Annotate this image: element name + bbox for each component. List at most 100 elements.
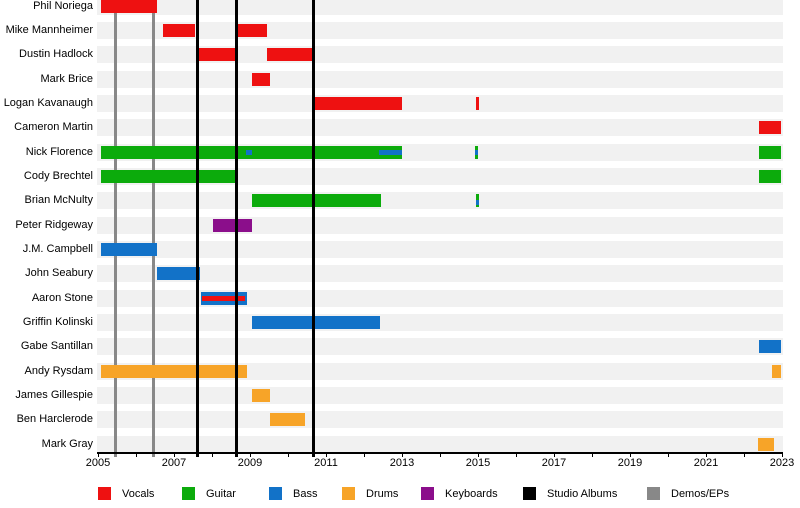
- x-axis-year-label: 2013: [389, 457, 415, 469]
- member-role-bar-vocals: [162, 23, 195, 37]
- member-name-label: John Seabury: [25, 267, 93, 280]
- legend-item-drums: Drums: [342, 487, 398, 500]
- member-name-label: Nick Florence: [25, 145, 93, 158]
- row-stripe: [97, 119, 783, 137]
- member-name-label: Mark Brice: [40, 72, 93, 85]
- member-name-label: Mike Mannheimer: [5, 23, 93, 36]
- x-axis-tick: [136, 452, 137, 457]
- member-role-bar-vocals: [100, 0, 157, 13]
- member-role-bar-bass: [100, 243, 157, 256]
- legend-label-keyboards: Keyboards: [445, 487, 498, 500]
- x-axis-tick: [706, 452, 707, 457]
- studio-album-line: [311, 0, 315, 457]
- legend-item-keyboards: Keyboards: [421, 487, 498, 500]
- demo-ep-line: [151, 0, 155, 457]
- member-role-bar-vocals: [759, 121, 781, 135]
- legend-swatch-vocals: [98, 487, 111, 500]
- member-role-bar-drums: [757, 437, 775, 451]
- x-axis-tick: [592, 452, 593, 457]
- member-role-bar-guitar: [100, 169, 239, 183]
- row-stripe: [97, 314, 783, 332]
- x-axis-tick: [744, 452, 745, 457]
- member-role-bar-drums: [100, 364, 248, 378]
- member-role-bar-bass: [200, 291, 247, 305]
- x-axis-tick: [478, 452, 479, 457]
- studio-album-line: [235, 0, 239, 457]
- row-stripe: [97, 362, 783, 380]
- member-role-bar-guitar: [475, 145, 478, 159]
- legend-swatch-bass: [269, 487, 282, 500]
- legend-swatch-drums: [342, 487, 355, 500]
- member-role-bar-vocals: [266, 48, 312, 62]
- row-stripe: [97, 241, 783, 258]
- row-stripe: [97, 70, 783, 88]
- row-stripe: [97, 21, 783, 39]
- member-name-label: James Gillespie: [15, 389, 93, 402]
- row-stripe: [97, 192, 783, 210]
- x-axis-tick: [212, 452, 213, 457]
- row-stripe: [97, 94, 783, 112]
- member-role-bar-guitar: [476, 194, 479, 208]
- x-axis-year-label: 2019: [617, 457, 643, 469]
- x-axis-tick: [250, 452, 251, 457]
- member-name-label: Griffin Kolinski: [22, 316, 93, 329]
- legend-item-guitar: Guitar: [182, 487, 236, 500]
- x-axis-tick: [668, 452, 669, 457]
- member-role-bar-vocals: [476, 96, 479, 110]
- member-name-label: Logan Kavanaugh: [3, 96, 93, 109]
- member-role-bar-guitar: [759, 145, 781, 159]
- row-stripe: [97, 338, 783, 356]
- member-role-overlay-vocals: [202, 295, 246, 301]
- member-role-overlay-bass: [476, 199, 479, 205]
- member-name-label: Gabe Santillan: [20, 340, 93, 353]
- row-stripe: [97, 216, 783, 234]
- member-name-label: Ben Harclerode: [16, 413, 93, 426]
- legend-swatch-album: [523, 487, 536, 500]
- x-axis-year-label: 2017: [541, 457, 567, 469]
- member-name-label: Brian McNulty: [24, 194, 93, 207]
- x-axis-tick: [516, 452, 517, 457]
- x-axis-tick: [630, 452, 631, 457]
- x-axis-tick: [440, 452, 441, 457]
- member-role-overlay-bass: [246, 149, 252, 155]
- x-axis-year-label: 2015: [465, 457, 491, 469]
- legend-item-bass: Bass: [269, 487, 317, 500]
- member-role-bar-guitar: [759, 169, 781, 183]
- legend-item-demo: Demos/EPs: [647, 487, 729, 500]
- x-axis-year-label: 2021: [693, 457, 719, 469]
- x-axis-year-label: 2011: [314, 457, 338, 469]
- member-role-bar-drums: [269, 413, 306, 427]
- member-name-label: Cameron Martin: [14, 121, 93, 134]
- x-axis-year-label: 2009: [237, 457, 263, 469]
- member-role-bar-vocals: [197, 48, 238, 62]
- x-axis-year-label: 2023: [769, 457, 795, 469]
- legend-label-bass: Bass: [293, 487, 318, 500]
- row-stripe: [97, 387, 783, 405]
- member-name-label: Aaron Stone: [31, 291, 93, 304]
- legend-label-vocals: Vocals: [122, 487, 155, 500]
- row-stripe: [97, 0, 783, 15]
- x-axis-year-label: 2007: [161, 457, 187, 469]
- row-stripe: [97, 411, 783, 429]
- legend-label-guitar: Guitar: [206, 487, 236, 500]
- x-axis-tick: [402, 452, 403, 457]
- row-stripe: [97, 289, 783, 307]
- member-role-bar-bass: [156, 267, 200, 281]
- x-axis-tick: [98, 452, 99, 457]
- member-role-bar-vocals: [313, 96, 402, 110]
- legend-swatch-keyboards: [421, 487, 434, 500]
- member-role-bar-keyboards: [213, 218, 252, 232]
- x-axis-tick: [782, 452, 783, 457]
- legend-label-drums: Drums: [366, 487, 399, 500]
- member-role-bar-vocals: [251, 72, 270, 86]
- x-axis-tick: [554, 452, 555, 457]
- legend-label-album: Studio Albums: [547, 487, 618, 500]
- x-axis-year-label: 2005: [85, 457, 111, 469]
- member-role-bar-vocals: [234, 23, 267, 37]
- legend-swatch-guitar: [182, 487, 195, 500]
- x-axis-tick: [174, 452, 175, 457]
- member-role-overlay-bass: [475, 149, 478, 155]
- member-name-label: Peter Ridgeway: [15, 218, 93, 231]
- x-axis-tick: [364, 452, 365, 457]
- row-stripe: [97, 167, 783, 185]
